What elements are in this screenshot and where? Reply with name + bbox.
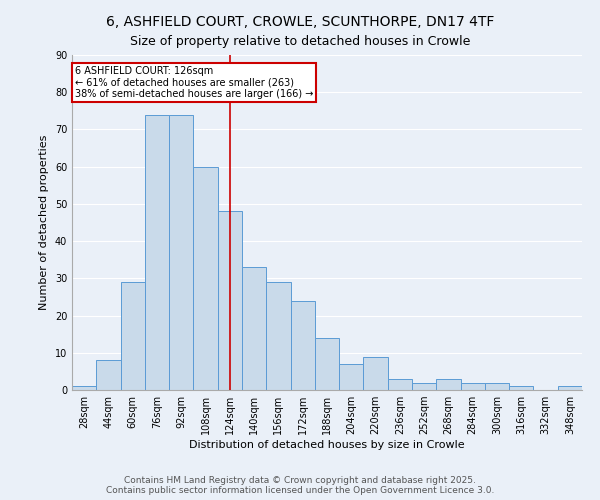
Bar (193, 166, 218, 390)
Text: 6 ASHFIELD COURT: 126sqm
← 61% of detached houses are smaller (263)
38% of semi-: 6 ASHFIELD COURT: 126sqm ← 61% of detach… (75, 66, 313, 100)
Bar (339, 364, 364, 390)
Bar (436, 379, 461, 390)
Bar (388, 379, 412, 390)
X-axis label: Distribution of detached houses by size in Crowle: Distribution of detached houses by size … (189, 440, 465, 450)
Text: Contains HM Land Registry data © Crown copyright and database right 2025.
Contai: Contains HM Land Registry data © Crown c… (106, 476, 494, 495)
Y-axis label: Number of detached properties: Number of detached properties (39, 135, 49, 310)
Bar (485, 382, 509, 390)
Bar (461, 382, 485, 390)
Bar (364, 356, 388, 390)
Bar (558, 386, 582, 390)
Bar (315, 338, 339, 390)
Bar (509, 386, 533, 390)
Bar (412, 382, 436, 390)
Bar (169, 114, 193, 390)
Bar (218, 212, 242, 390)
Bar (145, 114, 169, 390)
Bar (72, 386, 96, 390)
Bar (290, 300, 315, 390)
Bar (242, 267, 266, 390)
Bar (266, 282, 290, 390)
Text: Size of property relative to detached houses in Crowle: Size of property relative to detached ho… (130, 35, 470, 48)
Bar (96, 360, 121, 390)
Text: 6, ASHFIELD COURT, CROWLE, SCUNTHORPE, DN17 4TF: 6, ASHFIELD COURT, CROWLE, SCUNTHORPE, D… (106, 15, 494, 29)
Bar (121, 282, 145, 390)
